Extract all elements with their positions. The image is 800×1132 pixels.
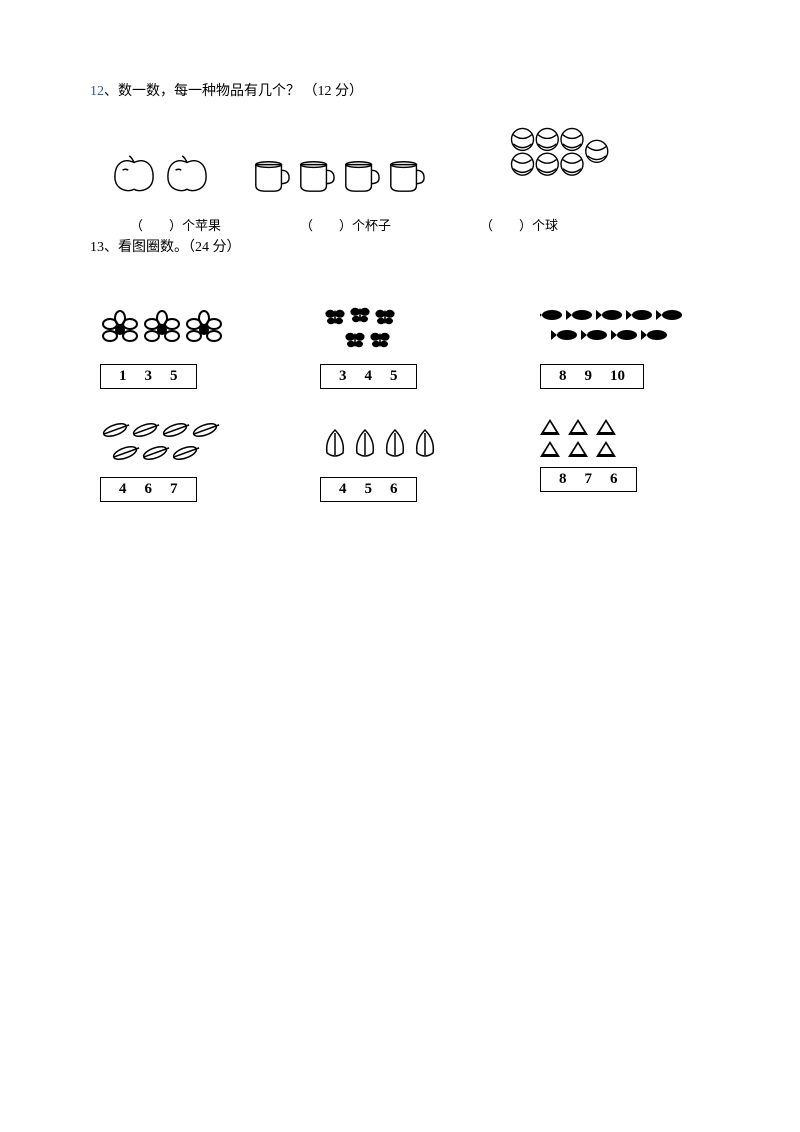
triangle-icon [540,419,560,435]
flowers-picture [100,306,230,354]
triangle-icon [596,441,616,457]
q13-cell-butterflies: 3 4 5 [320,306,490,389]
option: 6 [390,481,398,498]
cup-icon [251,157,291,195]
answer-box: 3 4 5 [320,364,417,389]
option: 1 [119,368,127,385]
option: 3 [339,368,347,385]
answer-box: 4 5 6 [320,477,417,502]
cup-label: （ ）个杯子 [300,215,480,234]
option: 7 [170,481,178,498]
option: 5 [390,368,398,385]
answer-box: 4 6 7 [100,477,197,502]
fish-picture [540,306,690,354]
option: 6 [610,471,618,488]
q13-grid: 1 3 5 3 4 5 [90,306,710,502]
option: 6 [145,481,153,498]
balls-group [506,125,616,195]
cup-icon [296,157,336,195]
apple-icon [110,153,158,195]
answer-box: 8 9 10 [540,364,644,389]
answer-box: 8 7 6 [540,467,637,492]
option: 9 [585,368,593,385]
cup-icon [341,157,381,195]
option: 7 [585,471,593,488]
triangle-icon [568,419,588,435]
q13-cell-garlic: 4 5 6 [320,419,490,502]
triangle-icon [568,441,588,457]
triangles-row [540,441,616,457]
option: 8 [559,368,567,385]
cup-icon [386,157,426,195]
triangle-icon [540,441,560,457]
balls-icon [506,125,616,195]
garlic-picture [320,419,440,467]
leaves-picture [100,419,230,467]
answer-box: 1 3 5 [100,364,197,389]
triangle-icon [596,419,616,435]
q12-labels-row: （ ）个苹果 （ ）个杯子 （ ）个球 [90,215,710,234]
option: 4 [365,368,373,385]
q12-title-text: 、数一数，每一种物品有几个？ （12 分） [104,84,363,99]
option: 3 [145,368,153,385]
apple-icon [163,153,211,195]
option: 5 [170,368,178,385]
triangles-picture [540,419,616,457]
triangles-row [540,419,616,435]
apples-group [110,153,211,195]
option: 5 [365,481,373,498]
q12-items-row [90,125,710,195]
q12-number: 12 [90,84,104,99]
option: 10 [610,368,625,385]
option: 8 [559,471,567,488]
q13-cell-fish: 8 9 10 [540,306,710,389]
q13-cell-flowers: 1 3 5 [100,306,270,389]
apple-label: （ ）个苹果 [130,215,300,234]
ball-label: （ ）个球 [480,215,630,234]
cups-group [251,157,426,195]
option: 4 [339,481,347,498]
q13-cell-leaves: 4 6 7 [100,419,270,502]
q13-cell-triangles: 8 7 6 [540,419,710,502]
butterflies-picture [320,306,430,354]
q13-title: 13、看图圈数。（24 分） [90,236,710,256]
option: 4 [119,481,127,498]
q12-title: 12、数一数，每一种物品有几个？ （12 分） [90,80,710,100]
